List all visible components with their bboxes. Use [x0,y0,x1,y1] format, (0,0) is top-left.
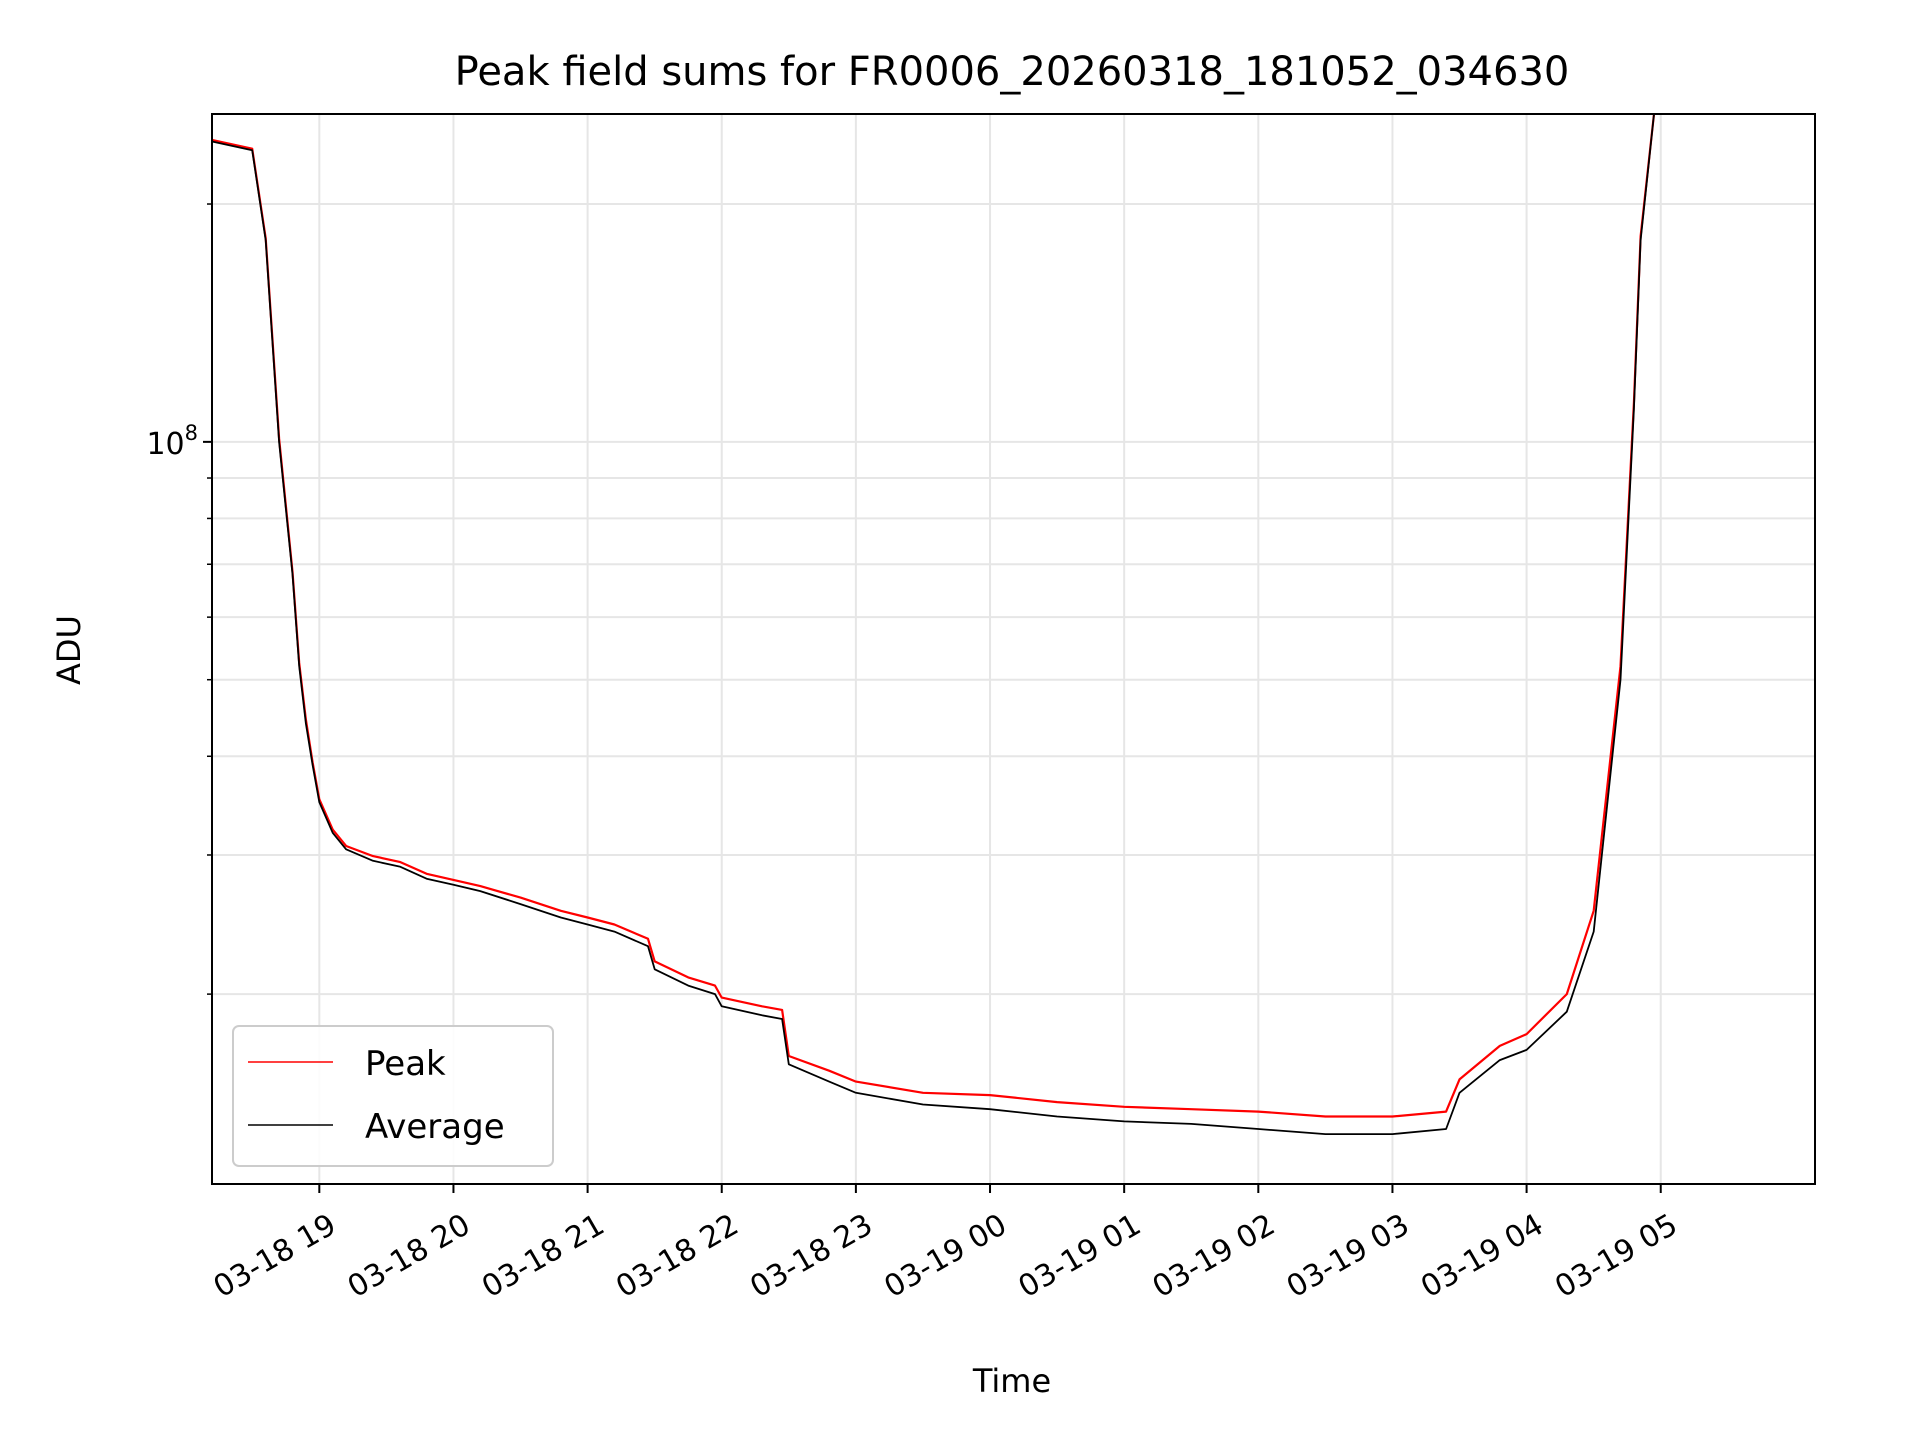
plot-series [211,113,1656,1135]
y-tick-label: 108 [146,421,198,462]
legend: Peak Average [232,1025,554,1167]
grid-lines [212,114,1815,1184]
series-line-average [211,113,1655,1135]
y-axis-label: ADU [50,615,88,685]
legend-average-label: Average [365,1107,505,1147]
y-tick-label-exponent: 8 [185,421,198,445]
legend-peak-label: Peak [365,1044,446,1084]
y-tick-label-base: 10 [146,427,184,462]
chart-title: Peak field sums for FR0006_20260318_1810… [455,49,1570,95]
plot-frame [211,113,1816,1185]
legend-box [232,1025,554,1167]
x-axis-label: Time [972,1362,1051,1400]
